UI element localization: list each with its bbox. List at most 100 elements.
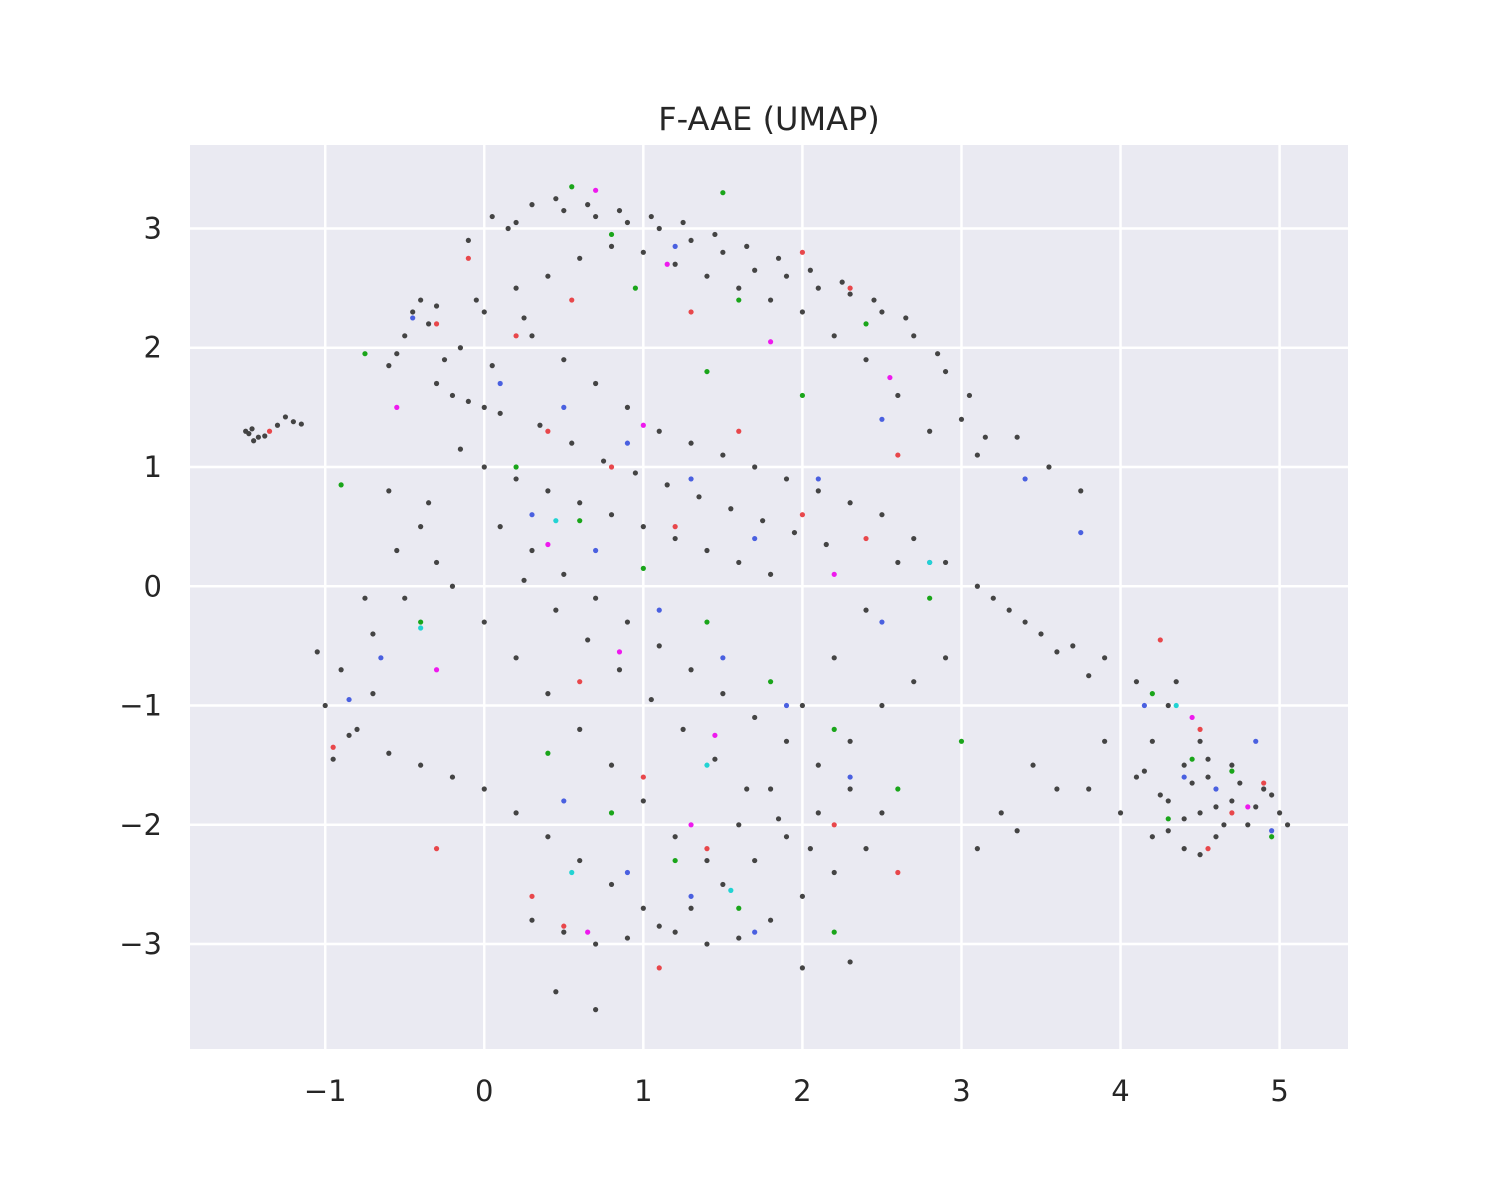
scatter-point <box>807 846 813 852</box>
scatter-point <box>1022 476 1028 482</box>
scatter-point <box>815 810 821 816</box>
scatter-point <box>1173 679 1179 685</box>
scatter-point <box>799 392 806 399</box>
scatter-point <box>744 243 750 249</box>
scatter-point <box>513 464 519 470</box>
scatter-point <box>656 923 662 929</box>
scatter-point <box>1284 822 1291 828</box>
scatter-point <box>402 333 408 339</box>
scatter-point <box>1006 607 1012 613</box>
scatter-point <box>266 428 273 434</box>
scatter-point <box>1245 822 1251 828</box>
scatter-point <box>545 691 551 697</box>
scatter-point <box>1229 798 1235 804</box>
scatter-point <box>1102 655 1108 661</box>
scatter-point <box>815 285 821 291</box>
scatter-point <box>251 438 257 444</box>
scatter-point <box>760 518 766 524</box>
scatter-point <box>354 726 360 732</box>
scatter-point <box>863 535 869 542</box>
x-tick-label: 2 <box>793 1074 811 1108</box>
scatter-point <box>1269 834 1275 840</box>
scatter-point <box>1181 816 1187 822</box>
scatter-point <box>847 285 853 291</box>
scatter-point <box>688 237 694 244</box>
scatter-point <box>871 297 877 303</box>
scatter-point <box>624 404 631 410</box>
scatter-point <box>895 869 901 876</box>
scatter-point <box>577 518 583 524</box>
scatter-point <box>672 834 678 840</box>
scatter-point <box>958 416 965 422</box>
scatter-point <box>966 392 973 399</box>
scatter-point <box>362 595 368 601</box>
scatter-point <box>1165 816 1171 822</box>
scatter-point <box>752 267 758 273</box>
scatter-point <box>465 398 471 405</box>
scatter-point <box>831 726 837 732</box>
scatter-point <box>561 404 567 410</box>
scatter-point <box>418 625 424 631</box>
scatter-point <box>688 476 694 482</box>
scatter-point <box>1165 702 1171 709</box>
grid-lines <box>190 145 1348 1049</box>
scatter-point <box>274 422 281 428</box>
scatter-point <box>410 315 416 321</box>
scatter-point <box>688 309 694 315</box>
scatter-point <box>608 881 615 888</box>
scatter-points <box>243 184 1291 1013</box>
scatter-point <box>1181 762 1187 768</box>
scatter-point <box>1117 810 1124 816</box>
scatter-point <box>1269 828 1275 834</box>
scatter-point <box>600 458 607 464</box>
scatter-point <box>545 488 551 494</box>
scatter-point <box>489 213 495 220</box>
scatter-point <box>608 512 615 518</box>
scatter-point <box>799 309 806 315</box>
scatter-point <box>640 565 646 571</box>
scatter-point <box>394 351 400 357</box>
scatter-point <box>911 333 917 339</box>
scatter-point <box>481 464 487 470</box>
scatter-point <box>704 368 710 375</box>
scatter-point <box>752 857 758 864</box>
scatter-point <box>1229 762 1235 768</box>
scatter-point <box>752 929 758 935</box>
scatter-point <box>1229 768 1235 774</box>
scatter-point <box>481 619 487 625</box>
scatter-point <box>1165 828 1171 834</box>
scatter-point <box>783 834 790 840</box>
scatter-point <box>457 345 464 351</box>
scatter-point <box>569 440 575 446</box>
scatter-point <box>569 869 575 876</box>
scatter-point <box>831 929 837 935</box>
scatter-point <box>513 285 519 291</box>
scatter-point <box>1046 464 1052 470</box>
scatter-point <box>465 255 471 261</box>
scatter-point <box>394 404 400 410</box>
scatter-point <box>1141 702 1147 709</box>
scatter-point <box>1014 434 1020 440</box>
scatter-point <box>314 649 320 655</box>
scatter-point <box>847 291 853 297</box>
scatter-point <box>1181 774 1187 780</box>
scatter-point <box>815 476 821 482</box>
scatter-point <box>433 667 440 673</box>
scatter-point <box>529 547 535 554</box>
scatter-point <box>879 512 885 518</box>
scatter-point <box>1205 846 1211 852</box>
scatter-point <box>704 846 710 852</box>
scatter-point <box>513 810 519 816</box>
scatter-point <box>481 786 487 792</box>
scatter-point <box>497 380 503 387</box>
scatter-point <box>672 857 678 864</box>
scatter-point <box>767 339 774 345</box>
scatter-point <box>895 452 901 458</box>
scatter-point <box>903 315 909 321</box>
scatter-point <box>362 351 368 357</box>
scatter-point <box>553 196 559 202</box>
scatter-point <box>736 559 742 566</box>
scatter-point <box>1054 649 1060 655</box>
scatter-point <box>632 285 638 291</box>
scatter-point <box>561 207 567 214</box>
